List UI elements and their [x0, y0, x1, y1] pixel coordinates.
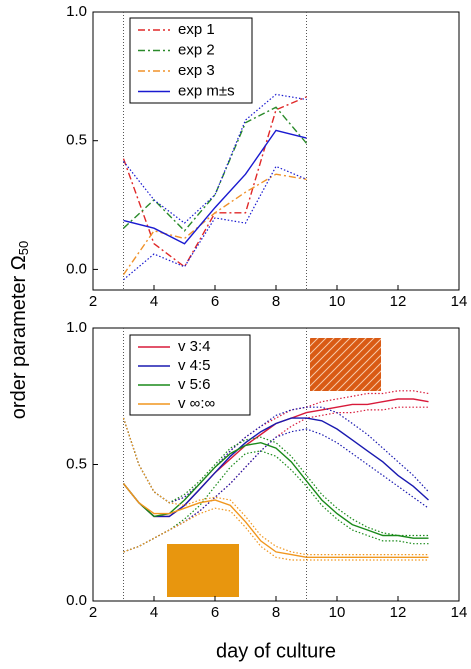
x-tick-label: 14: [451, 293, 468, 310]
y-axis-label: order parameter Ω50: [8, 241, 31, 419]
x-axis-label: day of culture: [216, 640, 336, 662]
x-tick-label: 6: [211, 604, 219, 621]
y-tick-label: 0.5: [66, 455, 87, 472]
x-tick-label: 6: [211, 293, 219, 310]
band-line: [123, 165, 307, 281]
x-tick-label: 2: [89, 293, 97, 310]
legend-box: [129, 334, 251, 416]
y-axis-label-main: order parameter Ω: [8, 255, 30, 419]
x-tick-label: 8: [272, 604, 280, 621]
x-tick-label: 12: [390, 604, 407, 621]
legend-label: v 5:6: [178, 376, 211, 393]
band-line: [123, 406, 429, 553]
series-line: [122, 417, 429, 518]
series-line: [122, 441, 429, 539]
series-line: [122, 398, 429, 518]
y-tick-label: 1.0: [66, 319, 87, 336]
band-line: [123, 507, 429, 561]
y-tick-label: 0.0: [66, 592, 87, 609]
legend-label: v 3:4: [178, 338, 211, 355]
band-line: [122, 406, 429, 504]
x-tick-label: 2: [89, 604, 97, 621]
legend-label: exp 3: [178, 62, 215, 79]
band-line: [123, 93, 307, 224]
x-tick-label: 4: [150, 604, 158, 621]
x-tick-label: 10: [329, 293, 346, 310]
series-line: [123, 129, 307, 245]
x-tick-label: 10: [329, 604, 346, 621]
y-tick-label: 0.5: [66, 132, 87, 149]
y-tick-label: 0.0: [66, 260, 87, 277]
legend-label: exp 1: [178, 21, 215, 38]
band-line: [123, 450, 429, 553]
legend-label: v 4:5: [178, 357, 211, 374]
band-line: [122, 417, 429, 537]
x-tick-label: 12: [390, 293, 407, 310]
x-tick-label: 8: [272, 293, 280, 310]
y-tick-label: 1.0: [66, 3, 87, 20]
inset-image-fibrous: [310, 338, 381, 391]
legend-box: [129, 17, 253, 104]
legend-label: exp m±s: [178, 82, 235, 99]
y-axis-label-sub: 50: [16, 241, 31, 255]
series-line: [122, 173, 307, 276]
legend-label: v ∞:∞: [178, 395, 216, 412]
x-tick-label: 4: [150, 293, 158, 310]
x-tick-label: 14: [451, 604, 468, 621]
band-line: [122, 417, 429, 556]
series-line: [122, 483, 429, 558]
series-line: [122, 96, 307, 268]
inset-image-uniform: [167, 544, 239, 597]
legend-label: exp 2: [178, 41, 215, 58]
